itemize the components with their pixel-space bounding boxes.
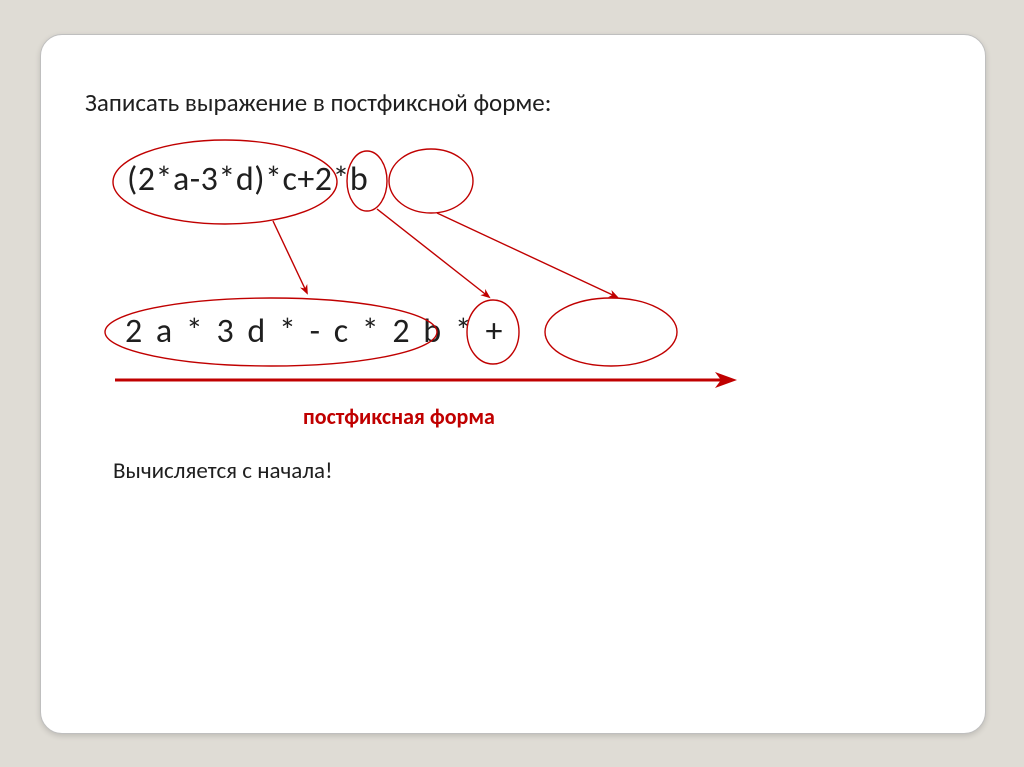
postfix-expression: 2 а * 3 d * - c * 2 b * + — [125, 311, 505, 352]
evaluation-note: Вычисляется с начала! — [113, 457, 333, 485]
slide-background: Записать выражение в постфиксной форме: … — [0, 0, 1024, 767]
content-card: Записать выражение в постфиксной форме: … — [40, 34, 986, 734]
diagram-overlay — [41, 35, 985, 733]
task-title: Записать выражение в постфиксной форме: — [85, 87, 551, 118]
infix-expression: (2*a-3*d)*c+2*b — [127, 159, 368, 200]
postfix-form-label: постфиксная форма — [303, 403, 495, 430]
